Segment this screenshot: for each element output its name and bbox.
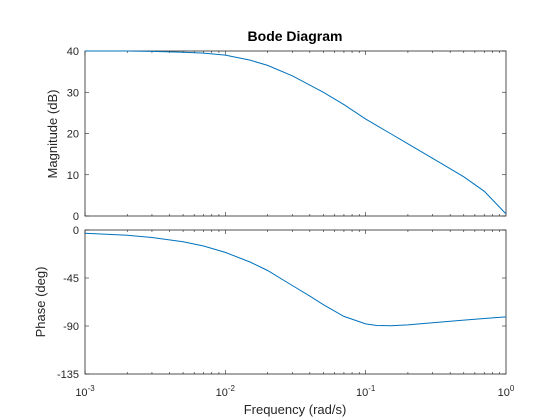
phase-y-tick-label: -90: [63, 321, 79, 333]
magnitude-ticks: 0 10 20 30 40: [67, 46, 506, 223]
magnitude-panel: 0 10 20 30 40 Magnitude (dB): [45, 46, 507, 223]
x-tick-labels: 10-3 10-2 10-1 100: [75, 384, 515, 399]
x-tick-label: 10-1: [356, 384, 376, 399]
phase-y-tick-label: -135: [57, 369, 79, 381]
magnitude-y-tick-label: 20: [67, 129, 79, 141]
phase-axes-box: [84, 229, 507, 375]
x-tick-label: 10-3: [75, 384, 95, 399]
magnitude-axes-box: [84, 50, 507, 217]
magnitude-y-tick-label: 30: [67, 87, 79, 99]
phase-y-tick-label: -45: [63, 273, 79, 285]
phase-ticks: -135 -90 -45 0: [57, 225, 506, 381]
phase-ylabel: Phase (deg): [33, 267, 48, 338]
magnitude-y-tick-label: 10: [67, 170, 79, 182]
x-axis-label: Frequency (rad/s): [244, 402, 347, 417]
chart-title: Bode Diagram: [248, 28, 343, 44]
phase-series-line: [84, 232, 507, 327]
phase-panel: -135 -90 -45 0 Phase (deg): [33, 225, 507, 381]
x-tick-label: 100: [498, 384, 515, 399]
magnitude-ylabel: Magnitude (dB): [45, 90, 60, 179]
x-tick-label: 10-2: [216, 384, 236, 399]
magnitude-y-tick-label: 40: [67, 46, 79, 58]
magnitude-y-tick-label: 0: [73, 211, 79, 223]
magnitude-series-line: [85, 50, 507, 215]
phase-y-tick-label: 0: [73, 225, 79, 237]
